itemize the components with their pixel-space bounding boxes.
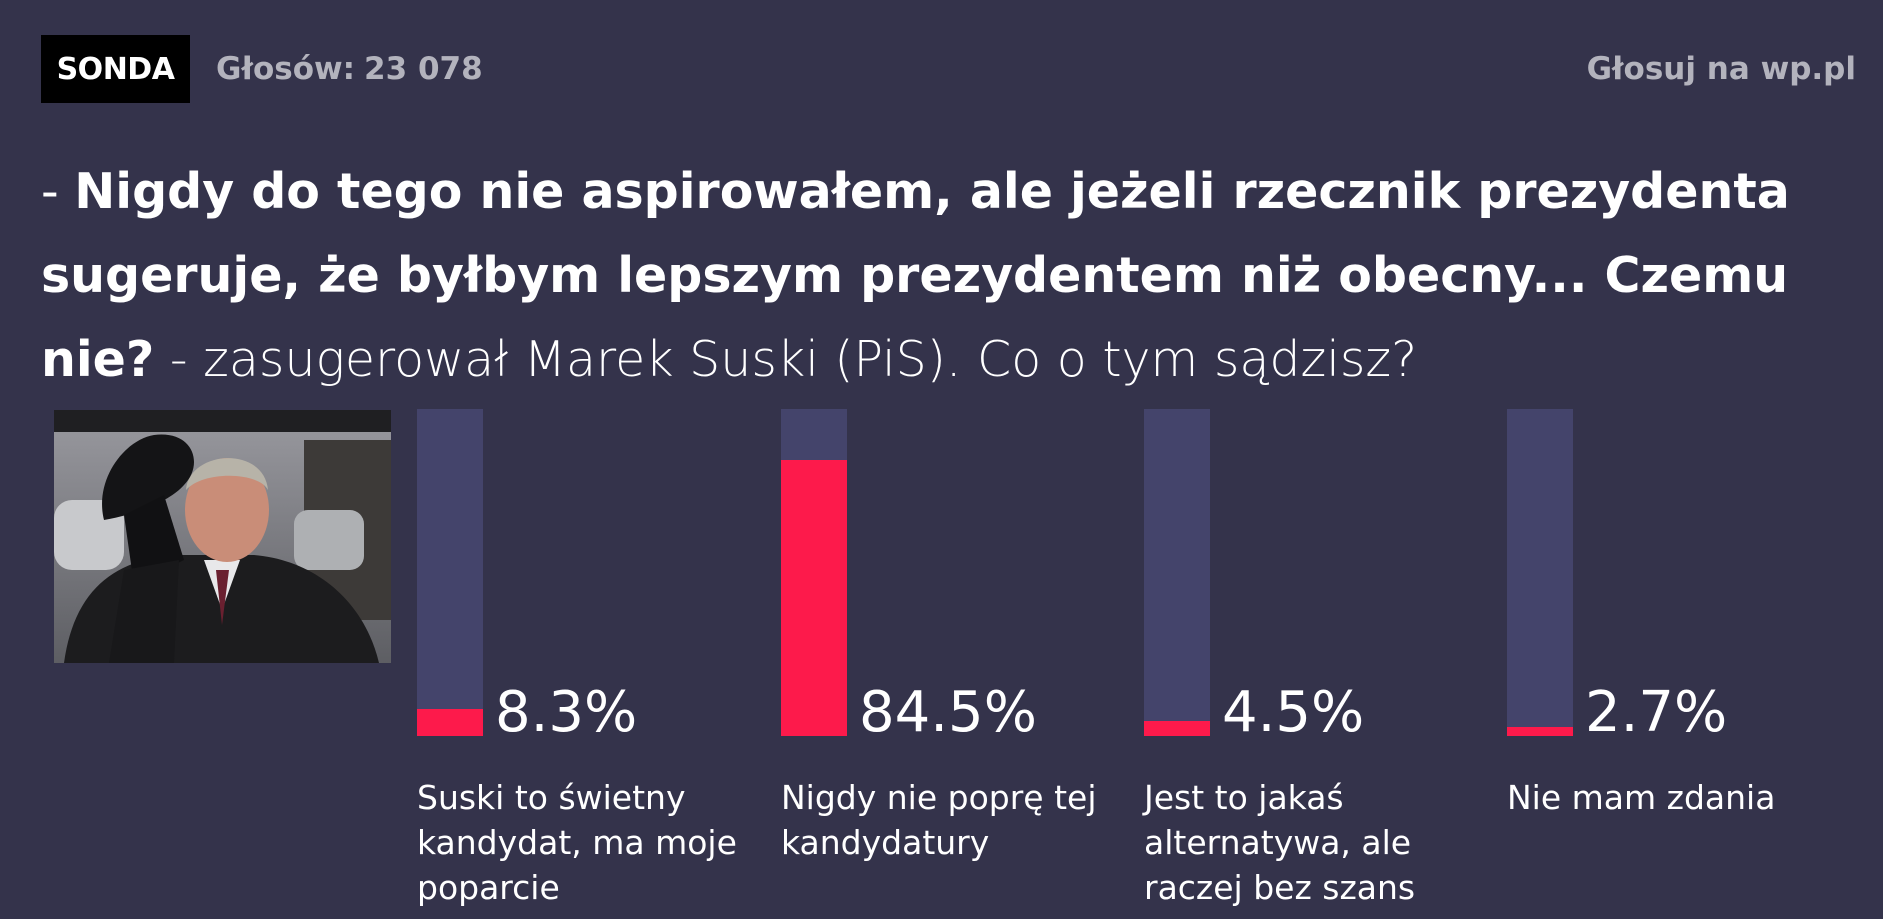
- bar-track-4: [1507, 409, 1573, 736]
- poll-question: - Nigdy do tego nie aspirowałem, ale jeż…: [41, 150, 1841, 402]
- bar-fill-3: [1144, 721, 1210, 736]
- question-line-2: sugeruje, że byłbym lepszym prezydentem …: [41, 247, 1789, 304]
- bar-fill-2: [781, 460, 847, 736]
- vote-count: Głosów: 23 078: [216, 46, 483, 92]
- percent-label-4: 2.7%: [1585, 680, 1728, 745]
- option-label-3: Jest to jakaś alternatywa, ale raczej be…: [1144, 778, 1416, 907]
- vote-count-label: Głosów:: [216, 51, 356, 87]
- bar-track-3: [1144, 409, 1210, 736]
- question-line-3-bold: nie?: [41, 331, 155, 388]
- question-line-1: Nigdy do tego nie aspirowałem, ale jeżel…: [74, 163, 1790, 220]
- poll-option-4[interactable]: 2.7% Nie mam zdania: [1507, 409, 1847, 919]
- bar-track-2: [781, 409, 847, 736]
- poll-option-3[interactable]: 4.5% Jest to jakaś alternatywa, ale racz…: [1144, 409, 1484, 919]
- poll-option-2[interactable]: 84.5% Nigdy nie poprę tej kandydatury: [781, 409, 1121, 919]
- option-label-1: Suski to świetny kandydat, ma moje popar…: [417, 778, 737, 907]
- vote-count-value: 23 078: [364, 51, 483, 87]
- percent-label-1: 8.3%: [495, 680, 638, 745]
- sonda-badge: SONDA: [41, 35, 190, 103]
- bar-fill-1: [417, 709, 483, 736]
- question-dash: -: [41, 163, 75, 220]
- option-label-2: Nigdy nie poprę tej kandydatury: [781, 778, 1097, 862]
- vote-on-wp-link[interactable]: Głosuj na wp.pl: [1586, 51, 1856, 87]
- percent-label-3: 4.5%: [1222, 680, 1365, 745]
- bar-track-1: [417, 409, 483, 736]
- politician-photo: [54, 410, 391, 663]
- percent-label-2: 84.5%: [859, 680, 1037, 745]
- poll-option-1[interactable]: 8.3% Suski to świetny kandydat, ma moje …: [417, 409, 757, 919]
- bar-fill-4: [1507, 727, 1573, 736]
- option-label-4: Nie mam zdania: [1507, 778, 1776, 817]
- question-line-3-rest: - zasugerował Marek Suski (PiS). Co o ty…: [154, 331, 1418, 388]
